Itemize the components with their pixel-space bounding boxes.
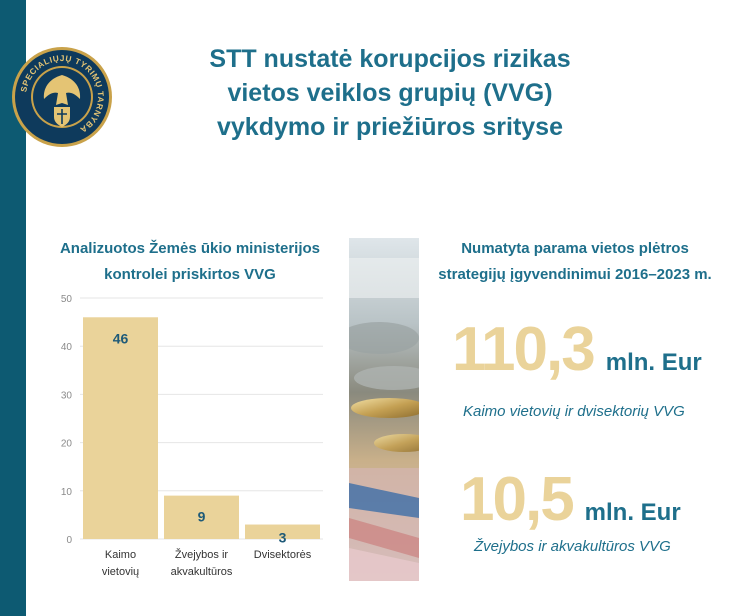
y-tick-label: 10 <box>61 487 73 498</box>
stat-value: 110,3 <box>452 315 596 384</box>
support-title-line: strategijų įgyvendinimui 2016–2023 m. <box>438 266 712 283</box>
stat-value: 10,5 <box>460 465 575 534</box>
support-title: Numatyta parama vietos plėtros strategij… <box>420 236 730 288</box>
stat-caption: Kaimo vietovių ir dvisektorių VVG <box>463 403 685 420</box>
title-line: STT nustatė korupcijos rizikas <box>209 45 571 73</box>
stat-caption: Žvejybos ir akvakultūros VVG <box>474 538 671 555</box>
chart-title-line: Analizuotos Žemės ūkio ministerijos <box>59 240 321 257</box>
y-tick-label: 20 <box>61 439 73 450</box>
page-title: STT nustatė korupcijos rizikas vietos ve… <box>140 42 640 144</box>
coins-photo-strip <box>349 238 419 581</box>
x-category-label: Kaimo <box>105 549 136 561</box>
stat-fisheries-amount: 10,5 mln. Eur <box>460 464 681 535</box>
y-tick-label: 40 <box>61 342 73 353</box>
bar-value-label: 9 <box>198 509 206 525</box>
x-category-label: akvakultūros <box>171 566 233 578</box>
y-tick-label: 30 <box>61 390 73 401</box>
y-tick-label: 50 <box>61 294 73 305</box>
stat-unit: mln. Eur <box>584 499 681 526</box>
stat-unit: mln. Eur <box>605 349 702 376</box>
bar-value-label: 46 <box>113 330 129 346</box>
x-category-label: Dvisektorės <box>254 549 312 561</box>
bar <box>164 495 239 539</box>
y-tick-label: 0 <box>66 535 72 546</box>
bar-value-label: 3 <box>279 530 287 546</box>
bar <box>83 317 158 539</box>
chart-title-line: kontrolei priskirtos VVG <box>104 266 276 283</box>
chart-title: Analizuotos Žemės ūkio ministerijos kont… <box>40 236 340 288</box>
title-line: vietos veiklos grupių (VVG) <box>227 79 553 107</box>
bar-chart: 0 10 20 30 40 50 46 Kaimo vietovių 9 Žvejybos ir ak… <box>61 294 323 578</box>
support-title-line: Numatyta parama vietos plėtros <box>461 240 689 257</box>
bar <box>245 524 320 539</box>
stat-rural-amount: 110,3 mln. Eur <box>452 314 702 385</box>
x-category-label: Žvejybos ir <box>175 548 229 561</box>
stt-logo-seal: SPECIALIŲJŲ TYRIMŲ TARNYBA <box>12 47 112 147</box>
x-category-label: vietovių <box>102 566 139 578</box>
title-line: vykdymo ir priežiūros srityse <box>217 113 563 141</box>
